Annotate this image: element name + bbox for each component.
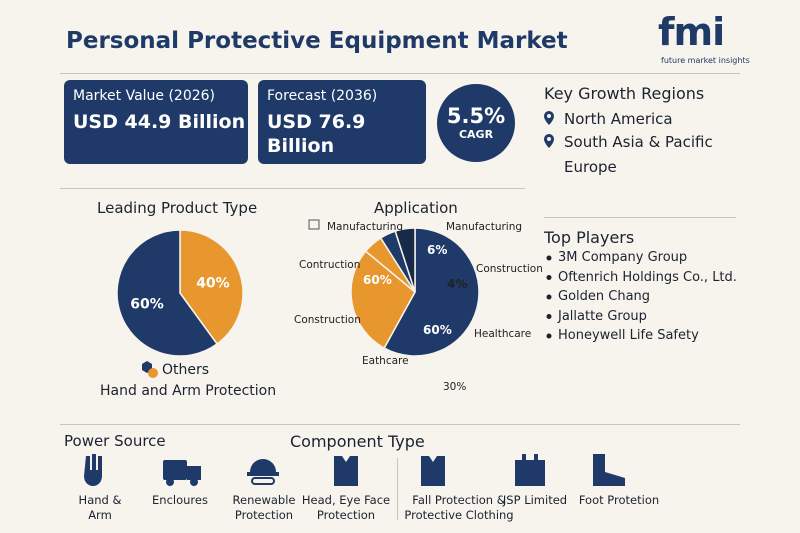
title: Personal Protective Equipment Market	[66, 28, 568, 54]
slice-label: 40%	[196, 275, 230, 291]
pie-slice	[116, 229, 219, 357]
item-label: Fall Protection & Protective Clothing	[404, 493, 514, 522]
legend-label: Others	[162, 362, 210, 378]
player: 3M Company Group	[558, 250, 688, 265]
bullet	[546, 294, 552, 300]
annotation: 4%	[447, 277, 468, 291]
item-label: Hand & Arm	[78, 493, 122, 522]
player: Golden Chang	[558, 289, 651, 304]
cagr-badge: 5.5% CAGR	[437, 84, 515, 162]
player: Jallatte Group	[558, 308, 647, 324]
card-label: Market Value (2026)	[73, 88, 216, 104]
region: South Asia & Pacific	[564, 133, 713, 151]
region: Europe	[564, 158, 617, 176]
annotation: Construction	[476, 263, 543, 275]
pie-slice	[394, 227, 416, 293]
annotation: Healthcare	[474, 328, 532, 340]
legend-label: Hand and Arm Protection	[100, 383, 277, 399]
item-label: JSP Limited	[502, 493, 568, 507]
item-label: Foot Protetion	[578, 493, 660, 507]
players-title: Top Players	[544, 228, 635, 247]
annotation: 60%	[363, 273, 392, 287]
annotation: Eathcare	[362, 355, 409, 367]
bullet	[546, 314, 552, 319]
item-label: Renewable Protection	[232, 493, 296, 522]
item-label: Head, Eye Face Protection	[301, 493, 391, 522]
annotation: 6%	[427, 243, 448, 257]
slice-label: 60%	[130, 297, 164, 313]
logo: fmi	[658, 10, 725, 54]
icons	[84, 454, 625, 486]
pie-slice	[383, 227, 480, 357]
annotation: Contruction	[299, 259, 361, 271]
regions-title: Key Growth Regions	[544, 84, 705, 103]
annotation: Construction	[294, 314, 361, 326]
annotation: Manufacturing	[327, 221, 404, 233]
cagr-value: 5.5%	[446, 104, 506, 128]
pie-slice	[179, 229, 244, 346]
bullet	[546, 275, 552, 280]
card-label: Forecast (2036)	[267, 88, 378, 104]
divider	[397, 458, 398, 520]
chart-title: Leading Product Type	[97, 199, 258, 217]
card: Market Value (2026) USD 44.9 Billion	[64, 80, 248, 164]
annotation: 30%	[443, 381, 467, 393]
bullet	[546, 255, 552, 261]
annotation: 60%	[423, 323, 452, 337]
divider	[544, 217, 736, 218]
annotation: Manufacturing	[446, 221, 523, 233]
section-title: Component Type	[290, 432, 425, 451]
player: Oftenrich Holdings Co., Ltd.	[558, 269, 737, 285]
divider	[60, 73, 740, 74]
pie-slice	[350, 250, 416, 350]
item-label: Encloures	[152, 493, 208, 507]
chart-title: Application	[374, 199, 458, 217]
region: North America	[564, 110, 673, 128]
bullet	[546, 333, 552, 339]
section-title: Power Source	[64, 432, 166, 450]
divider	[60, 188, 525, 189]
cagr-label: CAGR	[458, 128, 494, 141]
card: Forecast (2036) USD 76.9 Billion	[258, 80, 426, 164]
pins	[544, 111, 554, 148]
divider	[60, 424, 740, 425]
card-value: USD 76.9 Billion	[267, 111, 366, 157]
logo-tagline: future market insights	[661, 56, 750, 65]
player: Honeywell Life Safety	[558, 328, 699, 343]
card-value: USD 44.9 Billion	[73, 111, 246, 133]
